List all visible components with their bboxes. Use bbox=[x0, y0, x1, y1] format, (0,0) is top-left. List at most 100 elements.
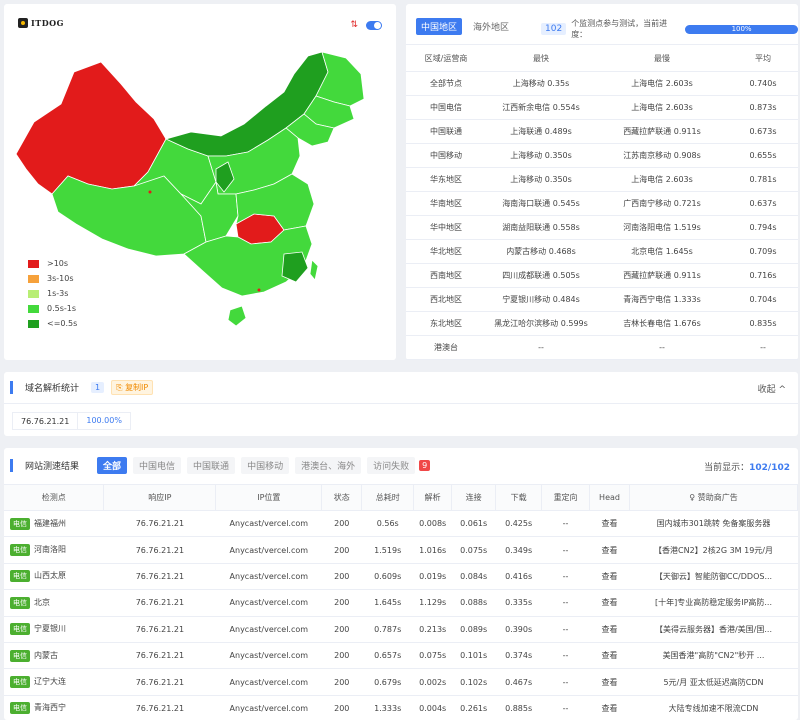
response-ip[interactable]: 76.76.21.21 bbox=[103, 510, 216, 538]
response-ip[interactable]: 76.76.21.21 bbox=[103, 695, 216, 720]
results-table-row: 电信 北京 76.76.21.21 Anycast/vercel.com 200 1.64… bbox=[4, 589, 798, 617]
response-ip[interactable]: 76.76.21.21 bbox=[103, 616, 216, 643]
filter-tab-overseas[interactable]: 港澳台、海外 bbox=[295, 456, 362, 474]
redirect-time: -- bbox=[541, 563, 590, 591]
response-ip[interactable]: 76.76.21.21 bbox=[103, 563, 216, 591]
stats-cell: 西北地区 bbox=[406, 287, 486, 312]
head-view-link[interactable]: 查看 bbox=[589, 642, 630, 670]
head-view-link[interactable]: 查看 bbox=[589, 536, 630, 564]
tab-overseas[interactable]: 海外地区 bbox=[473, 23, 510, 33]
filter-tab-mobile[interactable]: 中国移动 bbox=[241, 456, 290, 474]
legend-label: 3s-10s bbox=[47, 274, 74, 283]
region-tabs: 中国地区 海外地区 bbox=[416, 18, 514, 35]
filter-tab-all[interactable]: 全部 bbox=[97, 456, 128, 474]
legend-swatch bbox=[28, 259, 39, 268]
stats-cell: 中国联通 bbox=[406, 119, 486, 144]
stats-cell: 北京电信 1.645s bbox=[596, 239, 728, 264]
speed-results-card: 网站测速结果 全部 中国电信 中国联通 中国移动 港澳台、海外 访问失败 9 当… bbox=[4, 448, 798, 720]
download-time: 0.349s bbox=[495, 536, 542, 564]
map-marker bbox=[148, 190, 152, 194]
legend-label: >10s bbox=[47, 259, 69, 268]
stats-cell: 吉林长春电信 1.676s bbox=[596, 311, 728, 336]
node-name: 内蒙古 bbox=[34, 650, 58, 660]
sponsor-ad-link[interactable]: 【天御云】智能防御CC/DDOS... bbox=[629, 563, 798, 591]
filter-tab-failed[interactable]: 访问失败 bbox=[367, 456, 416, 474]
sponsor-ad-link[interactable]: 美国香港"高防"CN2"秒开 ... bbox=[629, 642, 798, 670]
map-region-south[interactable] bbox=[183, 225, 313, 297]
redirect-time: -- bbox=[541, 642, 590, 670]
section-marker bbox=[10, 381, 13, 394]
sort-icon[interactable]: ⇅ bbox=[350, 20, 358, 30]
dns-ip[interactable]: 76.76.21.21 bbox=[21, 416, 70, 426]
stats-table-row: 华东地区 上海移动 0.350s 上海电信 2.603s 0.781s bbox=[406, 167, 798, 192]
node-name: 青海西宁 bbox=[34, 703, 66, 713]
stats-cell: 上海联通 0.489s bbox=[486, 119, 596, 144]
map-toggle[interactable] bbox=[366, 20, 382, 30]
dns-time: 0.002s bbox=[413, 668, 452, 696]
results-column-label: 总耗时 bbox=[375, 493, 400, 502]
download-time: 0.390s bbox=[495, 616, 542, 643]
head-view-link[interactable]: 查看 bbox=[589, 589, 630, 617]
dns-time: 0.213s bbox=[413, 616, 452, 643]
sponsor-ad-link[interactable]: [十年]专业高防稳定服务IP高防... bbox=[629, 589, 798, 617]
results-table-row: 电信 青海西宁 76.76.21.21 Anycast/vercel.com 200 1.… bbox=[4, 695, 798, 720]
head-view-link[interactable]: 查看 bbox=[589, 563, 630, 591]
collapse-button[interactable]: 收起 ^ bbox=[757, 385, 786, 395]
ip-location: Anycast/vercel.com bbox=[215, 536, 322, 564]
total-time: 0.787s bbox=[361, 616, 414, 643]
head-view-link[interactable]: 查看 bbox=[589, 695, 630, 720]
total-time: 0.56s bbox=[361, 510, 414, 538]
results-column-label: 检测点 bbox=[41, 493, 66, 502]
results-table-row: 电信 内蒙古 76.76.21.21 Anycast/vercel.com 200 0.6… bbox=[4, 642, 798, 670]
isp-tag: 电信 bbox=[10, 649, 30, 662]
legend-swatch bbox=[28, 289, 39, 298]
sponsor-ad-link[interactable]: 【香港CN2】2核2G 3M 19元/月 bbox=[629, 536, 798, 564]
ip-location: Anycast/vercel.com bbox=[215, 616, 322, 643]
stats-table-row: 中国移动 上海移动 0.350s 江苏南京移动 0.908s 0.655s bbox=[406, 143, 798, 168]
map-region-taiwan[interactable] bbox=[309, 259, 319, 281]
isp-tag: 电信 bbox=[10, 570, 30, 583]
response-ip[interactable]: 76.76.21.21 bbox=[103, 668, 216, 696]
map-region-fujian[interactable] bbox=[281, 251, 309, 283]
sponsor-ad-link[interactable]: 国内城市301跳转 免备案服务器 bbox=[629, 510, 798, 538]
filter-tab-unicom[interactable]: 中国联通 bbox=[187, 456, 236, 474]
stats-table-row: 中国电信 江西新余电信 0.554s 上海电信 2.603s 0.873s bbox=[406, 95, 798, 120]
stats-table-row: 西南地区 四川成都联通 0.505s 西藏拉萨联通 0.911s 0.716s bbox=[406, 263, 798, 288]
current-display-value: 102/102 bbox=[749, 463, 790, 473]
copy-ip-button[interactable]: ⎘ 复制IP bbox=[111, 380, 154, 395]
results-column-header: ♀ 赞助商广告 bbox=[629, 484, 798, 511]
legend-swatch bbox=[28, 274, 39, 283]
progress-text: 个监测点参与测试，当前进度： bbox=[571, 19, 668, 39]
results-header: 网站测速结果 全部 中国电信 中国联通 中国移动 港澳台、海外 访问失败 9 bbox=[4, 448, 798, 482]
tab-china[interactable]: 中国地区 bbox=[416, 18, 463, 35]
sponsor-ad-link[interactable]: 大陆专线加速不限流CDN bbox=[629, 695, 798, 720]
stats-cell: 华北地区 bbox=[406, 239, 486, 264]
map-region-ningxia[interactable] bbox=[215, 161, 235, 193]
map-region-hainan[interactable] bbox=[227, 305, 247, 327]
sponsor-ad-link[interactable]: 【美得云服务器】香港/美国/国... bbox=[629, 616, 798, 643]
filter-tab-telecom[interactable]: 中国电信 bbox=[133, 456, 182, 474]
node-name: 宁夏银川 bbox=[34, 624, 66, 634]
logo-text: ITDOG bbox=[31, 18, 64, 28]
results-column-header: 响应IP bbox=[103, 484, 217, 511]
stats-cell: 华东地区 bbox=[406, 167, 486, 192]
stats-cell: 华中地区 bbox=[406, 215, 486, 240]
response-ip[interactable]: 76.76.21.21 bbox=[103, 589, 216, 617]
stats-cell: 宁夏银川移动 0.484s bbox=[486, 287, 596, 312]
download-time: 0.425s bbox=[495, 510, 542, 538]
sponsor-ad-link[interactable]: 5元/月 亚太低延迟高防CDN bbox=[629, 668, 798, 696]
brand-logo[interactable]: ITDOG bbox=[18, 18, 64, 28]
map-region-xinjiang[interactable] bbox=[16, 61, 167, 195]
head-view-link[interactable]: 查看 bbox=[589, 668, 630, 696]
head-view-link[interactable]: 查看 bbox=[589, 510, 630, 538]
node-count-badge: 102 bbox=[541, 23, 567, 35]
dns-stats-card: 域名解析统计 1 ⎘ 复制IP 收起 ^ 76.76.21.21 100.00% bbox=[4, 372, 798, 436]
download-time: 0.467s bbox=[495, 668, 542, 696]
response-ip[interactable]: 76.76.21.21 bbox=[103, 536, 216, 564]
legend-item: 1s-3s bbox=[28, 286, 77, 301]
legend-item: >10s bbox=[28, 256, 77, 271]
head-view-link[interactable]: 查看 bbox=[589, 616, 630, 643]
download-time: 0.335s bbox=[495, 589, 542, 617]
response-ip[interactable]: 76.76.21.21 bbox=[103, 642, 216, 670]
stats-table-row: 东北地区 黑龙江哈尔滨移动 0.599s 吉林长春电信 1.676s 0.835s bbox=[406, 311, 798, 336]
